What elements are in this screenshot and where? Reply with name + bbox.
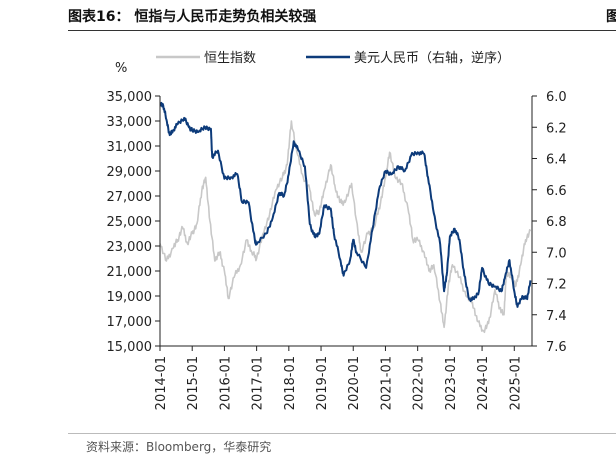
left-axis-tick-label: 29,000 <box>107 165 153 180</box>
right-axis-tick-label: 6.8 <box>546 215 567 230</box>
right-axis-tick-label: 7.2 <box>546 278 567 293</box>
left-axis-tick-label: 17,000 <box>107 315 153 330</box>
x-axis-tick-label: 2025-01 <box>508 356 523 410</box>
clipped-next-figure-title: 图 <box>606 9 616 24</box>
series-line-hsi <box>159 120 532 334</box>
left-axis-tick-label: 19,000 <box>107 290 153 305</box>
right-axis-tick-label: 6.2 <box>546 121 567 136</box>
source-note: 资料来源：Bloomberg，华泰研究 <box>86 440 272 454</box>
x-axis-tick-label: 2017-01 <box>251 356 266 410</box>
left-axis-tick-label: 35,000 <box>107 90 153 105</box>
legend-label-usdcny: 美元人民币（右轴，逆序） <box>354 50 510 66</box>
left-axis-tick-label: 21,000 <box>107 265 153 280</box>
x-axis-tick-label: 2014-01 <box>154 356 169 410</box>
left-axis-unit: % <box>115 61 127 76</box>
right-axis-tick-label: 6.6 <box>546 184 567 199</box>
footer-divider <box>68 433 616 434</box>
series-line-usdcny <box>159 101 532 308</box>
right-axis-tick-label: 6.0 <box>546 90 567 105</box>
left-axis-tick-label: 15,000 <box>107 340 153 355</box>
x-axis-tick-label: 2020-01 <box>347 356 362 410</box>
right-axis-tick-label: 6.4 <box>546 153 567 168</box>
x-axis-tick-label: 2024-01 <box>476 356 491 410</box>
x-axis-tick-label: 2019-01 <box>315 356 330 410</box>
chart: 恒生指数 美元人民币（右轴，逆序） % 15,000 17,000 19,000 21… <box>107 50 567 410</box>
left-axis-tick-label: 27,000 <box>107 190 153 205</box>
figure-title: 图表16： 恒指与人民币走势负相关较强 <box>68 9 317 25</box>
axes: 15,000 17,000 19,000 21,000 23,000 25,000 27,0… <box>107 90 567 410</box>
x-axis-tick-label: 2018-01 <box>283 356 298 410</box>
left-axis-tick-label: 23,000 <box>107 240 153 255</box>
x-axis-tick-label: 2022-01 <box>412 356 427 410</box>
x-axis-tick-label: 2015-01 <box>186 356 201 410</box>
right-axis-tick-label: 7.6 <box>546 340 567 355</box>
legend-label-hsi: 恒生指数 <box>204 51 256 66</box>
left-axis-tick-label: 33,000 <box>107 115 153 130</box>
legend: 恒生指数 美元人民币（右轴，逆序） <box>156 50 510 66</box>
x-axis-tick-label: 2023-01 <box>444 356 459 410</box>
plot-area <box>159 101 532 334</box>
left-axis-tick-label: 25,000 <box>107 215 153 230</box>
x-axis-tick-label: 2016-01 <box>218 356 233 410</box>
right-axis-tick-label: 7.4 <box>546 309 567 324</box>
right-axis-tick-label: 7.0 <box>546 246 567 261</box>
title-divider <box>68 30 616 31</box>
left-axis-tick-label: 31,000 <box>107 140 153 155</box>
x-axis-tick-label: 2021-01 <box>380 356 395 410</box>
